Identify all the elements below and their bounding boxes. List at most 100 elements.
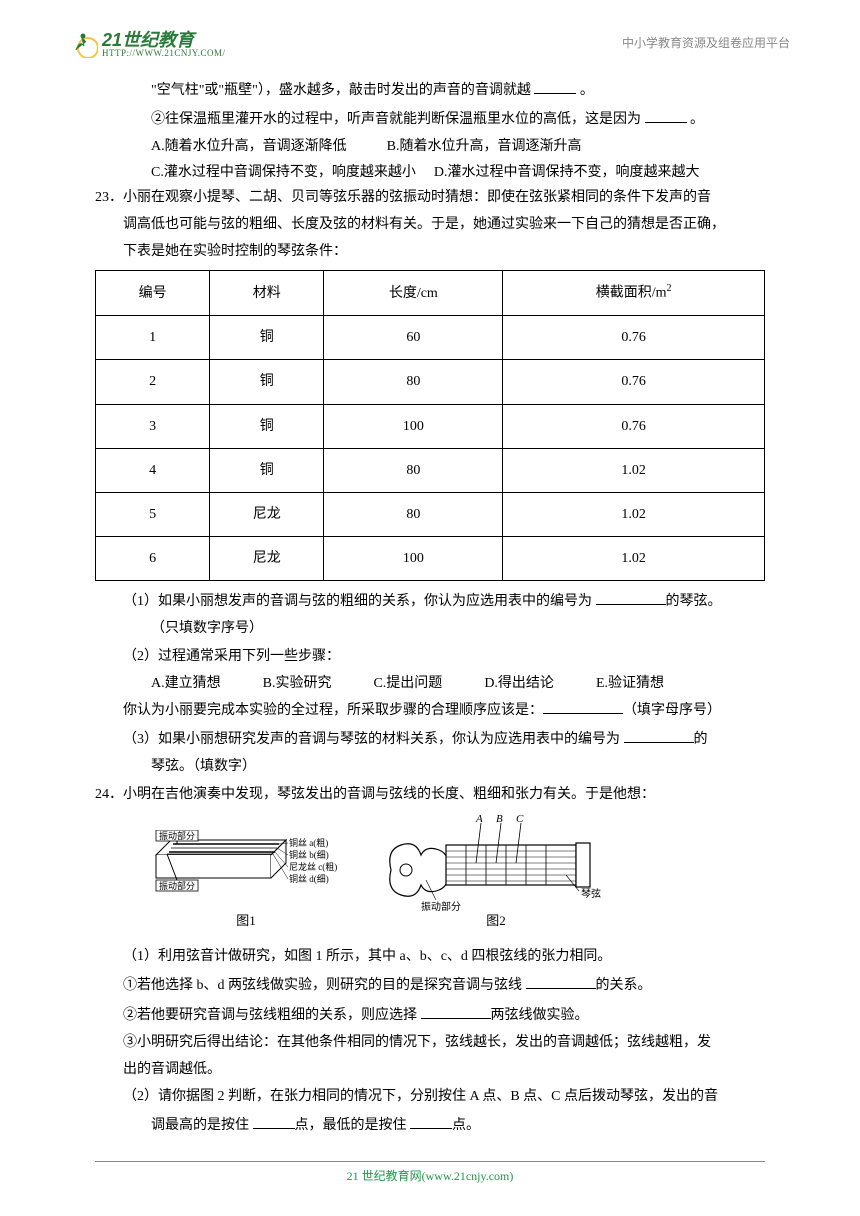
cell: 60 <box>324 316 503 360</box>
guitar-diagram: A B C 振动部分 琴弦 <box>381 815 611 905</box>
cell: 100 <box>324 537 503 581</box>
q24-sub2b-3: 点。 <box>452 1118 480 1133</box>
q23-sub1-note: （只填数字序号） <box>95 616 765 641</box>
logo-main-text: 21世纪教育 <box>102 31 226 49</box>
q23-sub2-ans: 你认为小丽要完成本实验的全过程，所采取步骤的合理顺序应该是：（填字母序号） <box>95 696 765 723</box>
cell: 100 <box>324 404 503 448</box>
q22-line2-text: ②往保温瓶里灌开水的过程中，听声音就能判断保温瓶里水位的高低，这是因为 <box>151 112 641 127</box>
blank-q24-4[interactable] <box>410 1111 452 1129</box>
cell: 0.76 <box>503 316 765 360</box>
q23-opt-a: A.建立猜想 <box>151 671 221 696</box>
th-0: 编号 <box>96 271 210 316</box>
cell: 80 <box>324 492 503 536</box>
q23-sub2-text: 你认为小丽要完成本实验的全过程，所采取步骤的合理顺序应该是： <box>123 703 543 718</box>
q24-sub1-3a: ③小明研究后得出结论：在其他条件相同的情况下，弦线越长，发出的音调越低；弦线越粗… <box>95 1030 765 1055</box>
q24-sub2b-1: 调最高的是按住 <box>151 1118 249 1133</box>
q23-intro1: 23．小丽在观察小提琴、二胡、贝司等弦乐器的弦振动时猜想：即使在弦张紧相同的条件… <box>95 185 765 210</box>
blank-q24-2[interactable] <box>421 1001 491 1019</box>
q24-sub2b-2: 点，最低的是按住 <box>295 1118 407 1133</box>
q24-intro: 24．小明在吉他演奏中发现，琴弦发出的音调与弦线的长度、粗细和张力有关。于是他想… <box>95 782 765 807</box>
blank-q23-2[interactable] <box>543 696 623 714</box>
table-row: 2铜800.76 <box>96 360 765 404</box>
q24-sub1-3b: 出的音调越低。 <box>95 1057 765 1082</box>
th-2: 长度/cm <box>324 271 503 316</box>
cell: 1 <box>96 316 210 360</box>
logo-text: 21世纪教育 HTTP://WWW.21CNJY.COM/ <box>102 31 226 58</box>
q23-table: 编号 材料 长度/cm 横截面积/m2 1铜600.76 2铜800.76 3铜… <box>95 270 765 581</box>
fig2-string: 琴弦 <box>581 887 601 900</box>
q23-sub1: （1）如果小丽想发声的音调与弦的粗细的关系，你认为应选用表中的编号为 的琴弦。 <box>95 587 765 614</box>
fig1-vib-bot: 振动部分 <box>159 880 195 891</box>
th-3: 横截面积/m2 <box>503 271 765 316</box>
blank-q22-2[interactable] <box>645 105 687 123</box>
q23-sub1-text: （1）如果小丽想发声的音调与弦的粗细的关系，你认为应选用表中的编号为 <box>123 594 592 609</box>
blank-q24-1[interactable] <box>526 971 596 989</box>
q22-line1: "空气柱"或"瓶壁"），盛水越多，敲击时发出的声音的音调就越 。 <box>95 76 765 103</box>
q23-sub3-text: （3）如果小丽想研究发声的音调与琴弦的材料关系，你认为应选用表中的编号为 <box>123 732 620 747</box>
q22-options-row1: A.随着水位升高，音调逐渐降低 B.随着水位升高，音调逐渐升高 <box>95 134 765 159</box>
q24-sub1-1: ①若他选择 b、d 两弦线做实验，则研究的目的是探究音调与弦线 的关系。 <box>95 971 765 998</box>
logo-sub-text: HTTP://WWW.21CNJY.COM/ <box>102 49 226 58</box>
cell: 1.02 <box>503 492 765 536</box>
table-row: 5尼龙801.02 <box>96 492 765 536</box>
q24-sub2a: （2）请你据图 2 判断，在张力相同的情况下，分别按住 A 点、B 点、C 点后… <box>95 1084 765 1109</box>
table-row: 1铜600.76 <box>96 316 765 360</box>
fig1-vib-top: 振动部分 <box>159 830 195 841</box>
q23-sub3-cont: 琴弦。（填数字） <box>95 754 765 779</box>
cell: 5 <box>96 492 210 536</box>
fig1-label-b: 铜丝 b(细) <box>289 849 329 860</box>
table-header-row: 编号 材料 长度/cm 横截面积/m2 <box>96 271 765 316</box>
fig2-label-c: C <box>516 815 524 825</box>
th-1: 材料 <box>210 271 324 316</box>
q24-figures: 振动部分 振动部分 铜丝 a(粗) 铜丝 b(细) 尼龙丝 c(粗) 铜丝 d(… <box>95 815 765 932</box>
fig2-label-a: A <box>475 815 483 825</box>
q24-num: 24． <box>95 787 123 802</box>
q23-opt-e: E.验证猜想 <box>596 671 664 696</box>
fig1-label-c: 尼龙丝 c(粗) <box>289 861 337 872</box>
content-area: "空气柱"或"瓶壁"），盛水越多，敲击时发出的声音的音调就越 。 ②往保温瓶里灌… <box>0 68 860 1138</box>
cell: 0.76 <box>503 404 765 448</box>
page-footer: 21 世纪教育网(www.21cnjy.com) <box>95 1161 765 1188</box>
blank-q23-3[interactable] <box>624 725 694 743</box>
cell: 80 <box>324 448 503 492</box>
cell: 6 <box>96 537 210 581</box>
cell: 铜 <box>210 360 324 404</box>
cell: 铜 <box>210 448 324 492</box>
zither-diagram: 振动部分 振动部分 铜丝 a(粗) 铜丝 b(细) 尼龙丝 c(粗) 铜丝 d(… <box>151 830 341 905</box>
table-row: 3铜1000.76 <box>96 404 765 448</box>
q23-sub3-end: 的 <box>694 732 708 747</box>
q24-sub1-2-end: 两弦线做实验。 <box>491 1008 589 1023</box>
page-header: 21世纪教育 HTTP://WWW.21CNJY.COM/ 中小学教育资源及组卷… <box>0 0 860 68</box>
q24-intro-text: 小明在吉他演奏中发现，琴弦发出的音调与弦线的长度、粗细和张力有关。于是他想： <box>123 787 655 802</box>
fig2-vib: 振动部分 <box>421 900 461 913</box>
cell: 3 <box>96 404 210 448</box>
blank-q23-1[interactable] <box>596 587 666 605</box>
q23-sub2-options: A.建立猜想 B.实验研究 C.提出问题 D.得出结论 E.验证猜想 <box>95 671 765 696</box>
cell: 尼龙 <box>210 492 324 536</box>
fig1-label-d: 铜丝 d(细) <box>289 873 329 884</box>
q22-options-row2: C.灌水过程中音调保持不变，响度越来越小 D.灌水过程中音调保持不变，响度越来越… <box>95 160 765 185</box>
q22-line2: ②往保温瓶里灌开水的过程中，听声音就能判断保温瓶里水位的高低，这是因为 。 <box>95 105 765 132</box>
q23-sub2-intro: （2）过程通常采用下列一些步骤： <box>95 644 765 669</box>
th-3-sup: 2 <box>667 283 672 294</box>
q22-line2-end: 。 <box>690 112 704 127</box>
q23-intro3: 下表是她在实验时控制的琴弦条件： <box>95 239 765 264</box>
header-right-text: 中小学教育资源及组卷应用平台 <box>622 33 790 55</box>
q22-line1-end: 。 <box>580 83 594 98</box>
cell: 2 <box>96 360 210 404</box>
cell: 尼龙 <box>210 537 324 581</box>
q23-sub1-end: 的琴弦。 <box>666 594 722 609</box>
q22-opt-b: B.随着水位升高，音调逐渐升高 <box>387 134 582 159</box>
q24-sub1-1-text: ①若他选择 b、d 两弦线做实验，则研究的目的是探究音调与弦线 <box>123 978 522 993</box>
table-row: 4铜801.02 <box>96 448 765 492</box>
q24-sub1-1-end: 的关系。 <box>596 978 652 993</box>
cell: 4 <box>96 448 210 492</box>
fig2-label-b: B <box>496 815 503 825</box>
q23-sub3: （3）如果小丽想研究发声的音调与琴弦的材料关系，你认为应选用表中的编号为 的 <box>95 725 765 752</box>
q24-sub1-2: ②若他要研究音调与弦线粗细的关系，则应选择 两弦线做实验。 <box>95 1001 765 1028</box>
blank-q22-1[interactable] <box>534 76 576 94</box>
blank-q24-3[interactable] <box>253 1111 295 1129</box>
table-row: 6尼龙1001.02 <box>96 537 765 581</box>
cell: 铜 <box>210 316 324 360</box>
figure-1-wrap: 振动部分 振动部分 铜丝 a(粗) 铜丝 b(细) 尼龙丝 c(粗) 铜丝 d(… <box>151 830 341 932</box>
